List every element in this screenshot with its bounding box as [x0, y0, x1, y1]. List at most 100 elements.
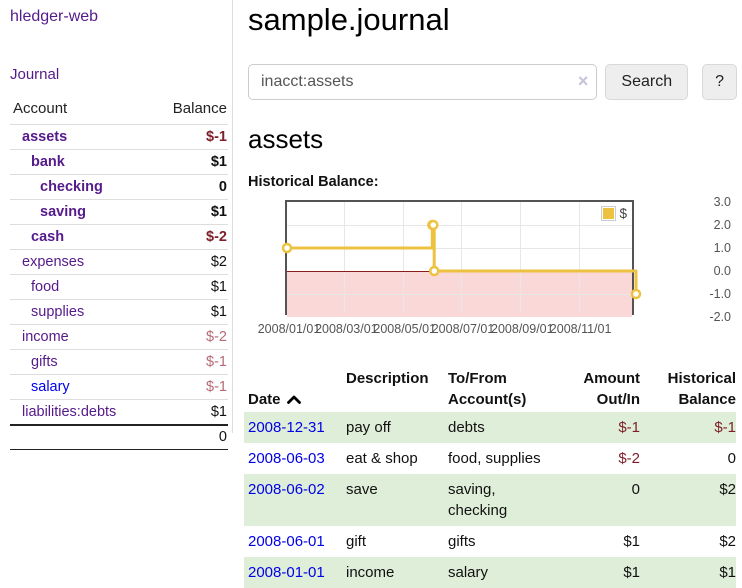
- sidebar-divider: [232, 0, 233, 433]
- txn-balance: $2: [640, 474, 736, 526]
- x-tick-label: 2008/11/01: [549, 322, 612, 336]
- txn-amount: $1: [623, 533, 640, 550]
- txn-balance: $2: [719, 533, 736, 550]
- account-link-bank[interactable]: bank: [31, 154, 65, 170]
- legend-swatch-icon: [601, 206, 617, 221]
- txn-balance: $1: [640, 557, 736, 588]
- txn-date-link[interactable]: 2008-06-02: [248, 481, 325, 498]
- txn-amount: $1: [568, 557, 640, 588]
- chart-gridline: [287, 294, 632, 295]
- txn-accounts: debts: [448, 412, 568, 443]
- account-link-salary[interactable]: salary: [31, 379, 70, 395]
- txn-accounts: saving, checking: [448, 474, 568, 526]
- transaction-row: 2008-06-01 gift gifts $1 $2: [244, 526, 736, 557]
- account-balance: $1: [150, 274, 228, 300]
- sidebar-item-journal[interactable]: Journal: [10, 66, 60, 83]
- transactions-table: Date Description To/From Account(s) Amou…: [244, 366, 736, 588]
- txn-description: income: [346, 557, 448, 588]
- chart-gridline: [287, 248, 632, 249]
- chart-x-axis-labels: 2008/01/01 2008/03/01 2008/05/01 2008/07/01…: [258, 322, 636, 338]
- txn-header-accounts: To/From Account(s): [448, 370, 527, 408]
- txn-date-link[interactable]: 2008-12-31: [248, 419, 325, 436]
- historical-balance-chart: 3.0 2.0 1.0 0.0 -1.0 -2.0 $ 2008/01/01 2008/03…: [248, 195, 737, 342]
- txn-accounts: salary: [448, 557, 568, 588]
- account-row: checking 0: [10, 174, 228, 200]
- account-balance: $-1: [150, 349, 228, 375]
- app-brand-link[interactable]: hledger-web: [10, 8, 99, 25]
- account-balance: 0: [150, 174, 228, 200]
- chart-gridline: [461, 202, 463, 313]
- account-title: assets: [248, 124, 324, 154]
- account-balance: $-1: [150, 374, 228, 400]
- txn-date-link[interactable]: 2008-01-01: [248, 564, 325, 581]
- account-balance: $2: [150, 249, 228, 275]
- accounts-header-balance: Balance: [172, 100, 227, 117]
- chart-data-point: [630, 288, 642, 300]
- txn-accounts: food, supplies: [448, 450, 541, 467]
- chart-gridline: [578, 202, 580, 313]
- main-content: sample.journal × Search ? assets Histori…: [244, 0, 737, 588]
- account-row: income $-2: [10, 324, 228, 350]
- account-link-food[interactable]: food: [31, 279, 60, 295]
- accounts-total-value: 0: [150, 424, 228, 450]
- y-tick-label: 0.0: [713, 264, 731, 278]
- account-link-checking[interactable]: checking: [40, 179, 103, 195]
- account-row: gifts $-1: [10, 349, 228, 375]
- chart-data-point: [281, 242, 293, 254]
- account-link-cash[interactable]: cash: [31, 229, 65, 245]
- account-row: assets $-1: [10, 124, 228, 150]
- txn-amount: 0: [568, 474, 640, 526]
- account-balance: $-2: [150, 224, 228, 250]
- page-title: sample.journal: [248, 2, 450, 37]
- txn-header-amount: Amount Out/In: [583, 370, 640, 408]
- chart-gridline: [402, 202, 404, 313]
- account-link-income[interactable]: income: [22, 329, 69, 345]
- account-row: saving $1: [10, 199, 228, 225]
- transaction-row: 2008-12-31 pay off debts $-1 $-1: [244, 412, 736, 443]
- chart-plot-area: $: [281, 200, 642, 317]
- x-tick-label: 2008/03/01: [315, 322, 378, 336]
- help-button[interactable]: ?: [702, 64, 737, 100]
- txn-accounts: gifts: [448, 533, 476, 550]
- x-tick-label: 2008/07/01: [431, 322, 495, 336]
- txn-date-link[interactable]: 2008-06-03: [248, 450, 325, 467]
- accounts-header-account: Account: [13, 100, 68, 117]
- transaction-row: 2008-06-02 save saving, checking 0 $2: [244, 474, 736, 526]
- search-button[interactable]: Search: [605, 64, 689, 100]
- account-link-saving[interactable]: saving: [40, 204, 86, 220]
- chart-label: Historical Balance:: [248, 174, 379, 190]
- x-tick-label: 2008/01/01: [257, 322, 321, 336]
- search-input[interactable]: [248, 64, 598, 100]
- txn-description: save: [346, 474, 448, 526]
- chart-data-point: [428, 219, 439, 231]
- clear-search-icon[interactable]: ×: [577, 71, 589, 91]
- y-tick-label: -1.0: [709, 287, 731, 301]
- account-link-liabilities-debts[interactable]: liabilities:debts: [22, 404, 117, 420]
- account-link-gifts[interactable]: gifts: [31, 354, 58, 370]
- account-row: bank $1: [10, 149, 228, 175]
- y-tick-label: 1.0: [713, 241, 731, 255]
- transaction-row: 2008-01-01 income salary $1 $1: [244, 557, 736, 588]
- txn-description: pay off: [346, 412, 448, 443]
- chart-legend: $: [599, 205, 629, 222]
- account-balance: $1: [150, 149, 228, 175]
- y-tick-label: 2.0: [713, 218, 731, 232]
- chart-gridline: [520, 202, 522, 313]
- account-row: food $1: [10, 274, 228, 300]
- account-link-supplies[interactable]: supplies: [31, 304, 85, 320]
- chart-gridline: [287, 225, 632, 226]
- account-link-assets[interactable]: assets: [22, 129, 68, 145]
- y-tick-label: 3.0: [713, 195, 731, 209]
- search-form: × Search ?: [248, 64, 737, 100]
- account-balance: $1: [150, 299, 228, 325]
- accounts-total-row: 0: [10, 424, 228, 450]
- account-link-expenses[interactable]: expenses: [22, 254, 85, 270]
- txn-date-link[interactable]: 2008-06-01: [248, 533, 325, 550]
- transaction-row: 2008-06-03 eat & shop food, supplies $-2 0: [244, 443, 736, 474]
- txn-balance: $-1: [640, 412, 736, 443]
- account-balance: $-2: [150, 324, 228, 350]
- x-tick-label: 2008/05/01: [373, 322, 436, 336]
- txn-header-date[interactable]: Date: [244, 366, 346, 412]
- account-balance: $-1: [150, 124, 228, 150]
- txn-description: gift: [346, 533, 367, 550]
